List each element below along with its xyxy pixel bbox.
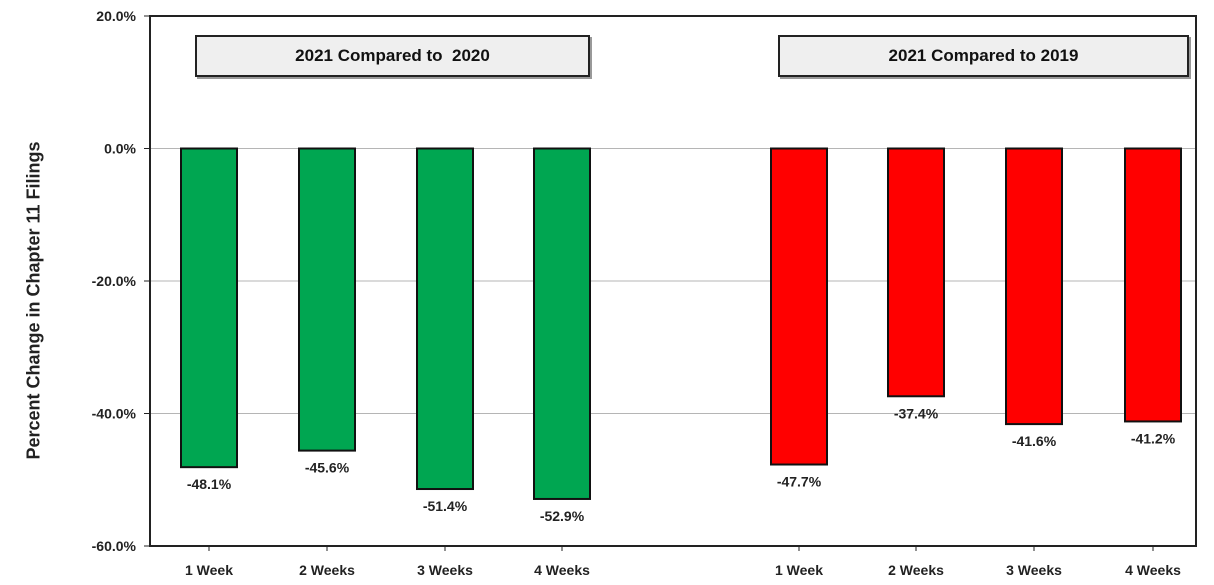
data-label: -45.6% (305, 460, 350, 476)
x-tick-label: 4 Weeks (1125, 562, 1181, 578)
data-label: -47.7% (777, 474, 822, 490)
x-tick-label: 1 Week (185, 562, 233, 578)
x-tick-label: 2 Weeks (888, 562, 944, 578)
bar (416, 147, 474, 491)
x-tick-label: 3 Weeks (1006, 562, 1062, 578)
x-tick-label: 1 Week (775, 562, 823, 578)
data-label: -52.9% (540, 508, 585, 524)
y-tick-label: -20.0% (92, 273, 137, 289)
data-label: -51.4% (423, 498, 468, 514)
x-tick-label: 3 Weeks (417, 562, 473, 578)
bar (533, 147, 591, 500)
bar (1005, 147, 1063, 426)
panel-title-2020: 2021 Compared to 2020 (195, 35, 590, 77)
data-label: -41.2% (1131, 430, 1176, 446)
bar (1124, 147, 1182, 423)
x-tick-label: 4 Weeks (534, 562, 590, 578)
plot-frame (149, 15, 1197, 547)
bar (298, 147, 356, 452)
data-label: -41.6% (1012, 433, 1057, 449)
y-tick-label: -40.0% (92, 406, 137, 422)
y-tick-label: 0.0% (104, 141, 136, 157)
bar (180, 147, 238, 469)
y-tick-label: -60.0% (92, 538, 137, 554)
data-label: -37.4% (894, 405, 939, 421)
bar (770, 147, 828, 466)
panel-title-2019: 2021 Compared to 2019 (778, 35, 1189, 77)
data-label: -48.1% (187, 476, 232, 492)
y-tick-label: 20.0% (96, 8, 136, 24)
x-tick-label: 2 Weeks (299, 562, 355, 578)
bar (887, 147, 945, 398)
